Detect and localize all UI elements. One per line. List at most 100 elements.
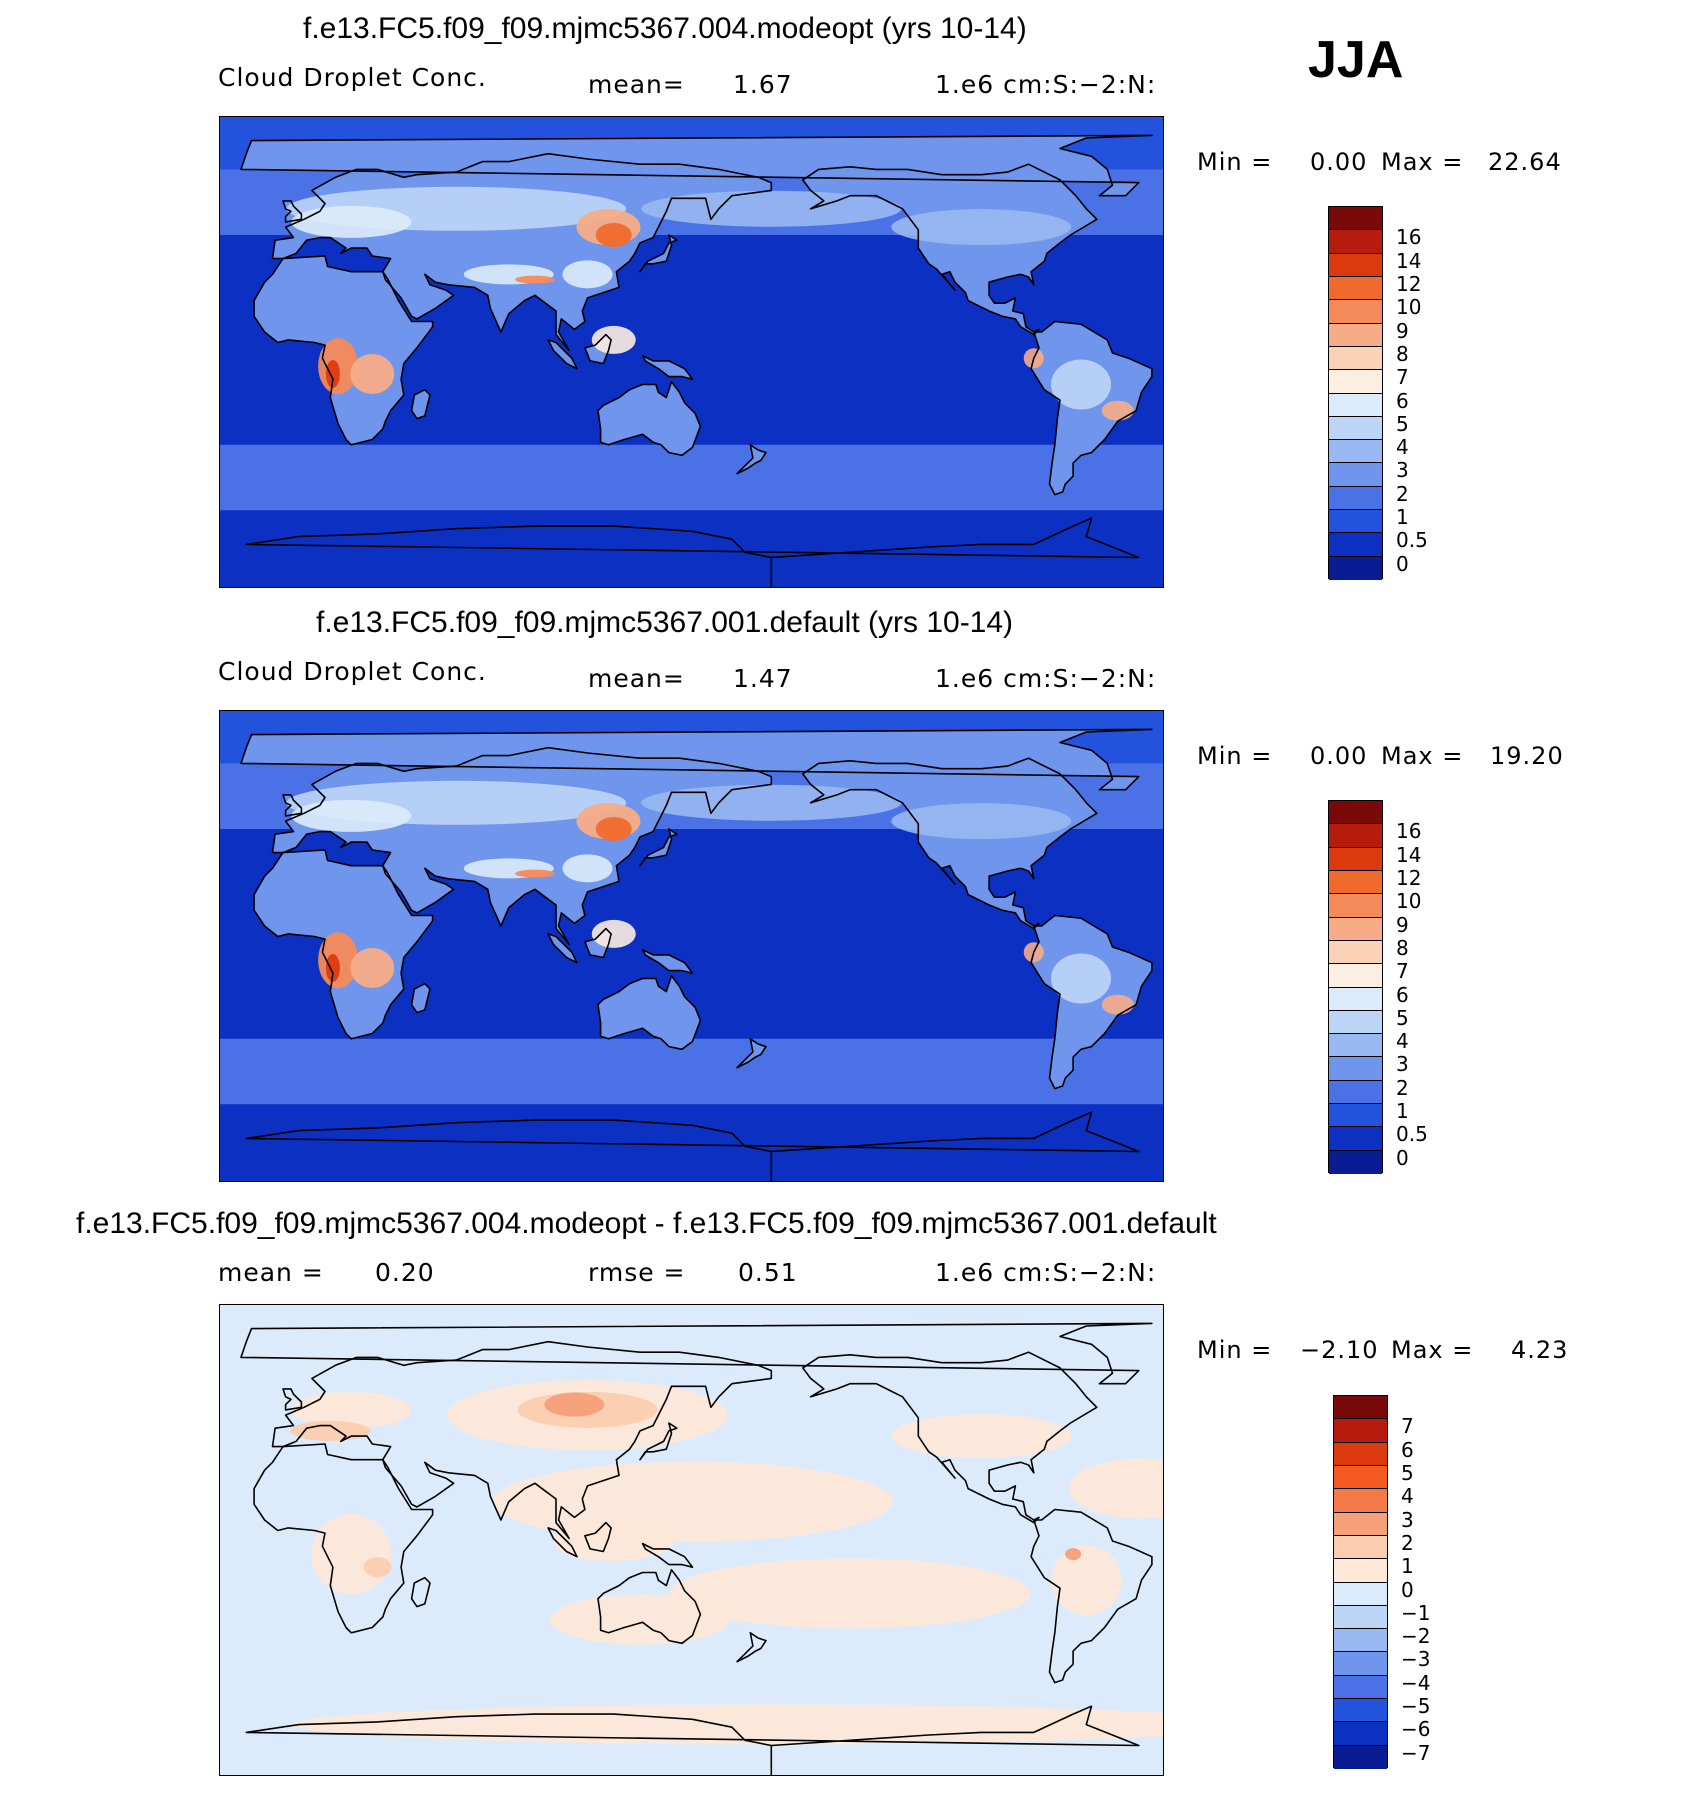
field-patch <box>1051 359 1111 410</box>
field-band <box>220 444 1163 511</box>
coastline <box>410 1576 431 1608</box>
colorbar-swatch <box>1329 1010 1382 1035</box>
panel-3-min-label: Min = <box>1197 1336 1273 1364</box>
land-field <box>640 235 677 272</box>
colorbar-tick-label: 3 <box>1396 458 1409 483</box>
field-patch <box>1051 953 1111 1004</box>
land-field <box>640 829 677 866</box>
colorbar-swatch <box>1334 1465 1387 1490</box>
colorbar-tick-label: 5 <box>1401 1460 1414 1485</box>
coastline <box>584 1521 612 1553</box>
colorbar-tick-label: 2 <box>1396 481 1409 506</box>
coastline <box>245 1705 1140 1775</box>
land-field <box>1031 321 1152 495</box>
colorbar-tick-label: 2 <box>1401 1530 1414 1555</box>
colorbar-swatch <box>1329 463 1382 487</box>
colorbar-swatch <box>1329 510 1382 534</box>
colorbar-tick-label: −2 <box>1401 1624 1431 1649</box>
colorbar-tick-label: 0 <box>1396 551 1409 576</box>
colorbar-tick-label: 4 <box>1401 1484 1414 1509</box>
colorbar-tick-label: 12 <box>1396 271 1422 296</box>
coastline <box>240 728 1153 791</box>
coastline <box>597 381 702 457</box>
field-patch <box>595 817 632 841</box>
field-patch <box>350 353 395 394</box>
land-field <box>737 444 766 474</box>
colorbar-tick-label: −6 <box>1401 1717 1431 1742</box>
panel-2-units: 1.e6 cm:S:−2:N: <box>935 664 1157 693</box>
colorbar-swatch <box>1329 230 1382 254</box>
coastline <box>282 200 303 223</box>
panel-1-mean-value: 1.67 <box>733 70 793 99</box>
colorbar-swatch <box>1334 1489 1387 1513</box>
field-patch <box>363 1557 392 1578</box>
colorbar-tick-label: 1 <box>1401 1554 1414 1579</box>
colorbar-tick-label: 12 <box>1396 865 1422 890</box>
colorbar-tick-label: 14 <box>1396 248 1422 273</box>
field-patch <box>311 1514 392 1595</box>
panel-3-rmse-label: rmse = <box>588 1258 686 1287</box>
land-field <box>548 339 577 369</box>
colorbar-tick-label: 5 <box>1396 1005 1409 1030</box>
field-band <box>220 1038 1163 1105</box>
colorbar-swatch <box>1329 870 1382 895</box>
field-patch <box>492 1461 893 1542</box>
colorbar-swatch <box>1329 1127 1382 1151</box>
colorbar-swatch <box>1329 276 1382 301</box>
panel-3-map <box>219 1304 1164 1776</box>
colorbar-swatch <box>1334 1419 1387 1443</box>
colorbar-swatch <box>1329 894 1382 918</box>
panel-3-max-label: Max = <box>1391 1336 1474 1364</box>
panel-1-colorbar <box>1328 206 1383 580</box>
colorbar-tick-label: 8 <box>1396 935 1409 960</box>
coastline <box>802 757 1098 930</box>
field-patch <box>1068 1458 1163 1519</box>
map-field <box>220 117 1163 587</box>
colorbar-swatch <box>1329 253 1382 277</box>
field-patch <box>550 1594 730 1645</box>
land-field <box>737 1038 766 1068</box>
colorbar-swatch <box>1329 370 1382 394</box>
panel-2-mean-value: 1.47 <box>733 664 793 693</box>
panel-3-mean-label: mean = <box>218 1258 324 1287</box>
colorbar-tick-label: 10 <box>1396 295 1422 320</box>
panel-3-title: f.e13.FC5.f09_f09.mjmc5367.004.modeopt -… <box>76 1207 1217 1240</box>
panel-2-min-value: 0.00 <box>1310 742 1368 770</box>
colorbar-swatch <box>1329 824 1382 848</box>
panel-2-title: f.e13.FC5.f09_f09.mjmc5367.001.default (… <box>316 606 1014 639</box>
colorbar-tick-label: 0.5 <box>1396 528 1428 553</box>
colorbar-tick-label: 7 <box>1396 959 1409 984</box>
field-patch <box>562 260 613 289</box>
colorbar-tick-label: 10 <box>1396 889 1422 914</box>
coastline <box>282 1388 303 1411</box>
land-field <box>802 758 1097 929</box>
coastline <box>547 1527 578 1558</box>
coastline <box>245 1111 1140 1181</box>
field-band <box>220 1104 1163 1181</box>
coastline <box>597 1569 702 1645</box>
land-field <box>241 135 1152 196</box>
panel-1-max-label: Max = <box>1381 148 1464 176</box>
colorbar-swatch <box>1334 1396 1387 1420</box>
panel-2-max-label: Max = <box>1381 742 1464 770</box>
coastline <box>253 255 434 446</box>
colorbar-swatch <box>1329 1104 1382 1128</box>
colorbar-tick-label: 5 <box>1396 411 1409 436</box>
field-patch <box>1101 400 1134 421</box>
colorbar-tick-label: 0 <box>1401 1577 1414 1602</box>
field-patch <box>1051 1545 1122 1616</box>
field-patch <box>591 919 636 948</box>
colorbar-tick-label: 4 <box>1396 435 1409 460</box>
colorbar-swatch <box>1334 1559 1387 1583</box>
colorbar-tick-label: 7 <box>1401 1414 1414 1439</box>
panel-3-mean-value: 0.20 <box>375 1258 435 1287</box>
colorbar-swatch <box>1329 323 1382 347</box>
coastline <box>802 1351 1098 1524</box>
colorbar-swatch <box>1329 440 1382 464</box>
colorbar-tick-label: 2 <box>1396 1075 1409 1100</box>
coastline <box>641 1542 694 1568</box>
colorbar-tick-label: −3 <box>1401 1647 1431 1672</box>
panel-3-rmse-value: 0.51 <box>738 1258 798 1287</box>
season-label: JJA <box>1308 31 1404 89</box>
colorbar-swatch <box>1329 801 1382 825</box>
